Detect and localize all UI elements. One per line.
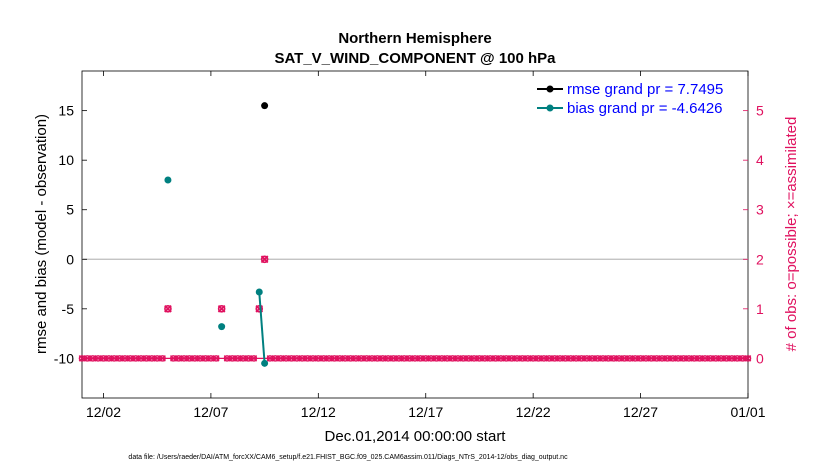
x-tick-label: 01/01 [730, 404, 765, 420]
x-tick-label: 12/07 [193, 404, 228, 420]
obs-possible-marker [260, 255, 269, 264]
y-tick-label: -10 [54, 350, 74, 366]
y2-tick-label: 4 [756, 152, 764, 168]
y2-tick-label: 1 [756, 301, 764, 317]
bias-point [218, 323, 226, 331]
y2-tick-label: 2 [756, 251, 764, 267]
y-axis-ticks: -10 -5 0 5 10 15 [54, 103, 87, 366]
rmse-point [261, 102, 269, 110]
x-tick-label: 12/02 [86, 404, 121, 420]
obs-assimilated-marker [164, 304, 172, 313]
bias-line-segment [258, 291, 266, 364]
y2-tick-label: 0 [756, 350, 764, 366]
y-tick-label: -5 [62, 301, 75, 317]
x-axis-label: Dec.01,2014 00:00:00 start [325, 428, 507, 445]
series-layer [78, 102, 752, 367]
legend-marker-rmse [546, 85, 554, 93]
y-tick-label: 0 [66, 251, 74, 267]
chart-subtitle: SAT_V_WIND_COMPONENT @ 100 hPa [274, 50, 556, 67]
bias-point [261, 359, 269, 367]
legend-label-rmse: rmse grand pr = 7.7495 [567, 81, 723, 98]
data-file-footer: data file: /Users/raeder/DAI/ATM_forcXX/… [128, 454, 568, 461]
x-tick-label: 12/27 [623, 404, 658, 420]
y-tick-label: 10 [58, 152, 74, 168]
chart-title: Northern Hemisphere [338, 30, 491, 47]
y-axis-label: rmse and bias (model - observation) [33, 114, 50, 354]
obs-assimilated-marker [217, 304, 226, 313]
obs-possible-marker [255, 305, 264, 313]
y-tick-label: 5 [66, 202, 74, 218]
legend-label-bias: bias grand pr = -4.6426 [567, 100, 723, 117]
y-tick-label: 15 [58, 103, 74, 119]
obs-assimilated-marker [260, 255, 269, 264]
bias-point [164, 176, 172, 184]
obs-possible-marker [164, 305, 172, 313]
bias-point [255, 288, 263, 296]
x-tick-label: 12/12 [301, 404, 336, 420]
y2-axis-label: # of obs: o=possible; ×=assimilated [783, 117, 800, 352]
x-axis-ticks: 12/02 12/07 12/12 12/17 12/22 12/27 01/01 [86, 71, 766, 420]
plot-area [81, 70, 749, 399]
obs-possible-marker [217, 305, 226, 313]
x-tick-label: 12/22 [516, 404, 551, 420]
x-tick-label: 12/17 [408, 404, 443, 420]
legend: rmse grand pr = 7.7495 bias grand pr = -… [537, 81, 723, 117]
legend-marker-bias [546, 104, 554, 112]
y2-axis-ticks: 0 1 2 3 4 5 [743, 103, 764, 366]
y2-tick-label: 3 [756, 202, 764, 218]
y2-tick-label: 5 [756, 103, 764, 119]
